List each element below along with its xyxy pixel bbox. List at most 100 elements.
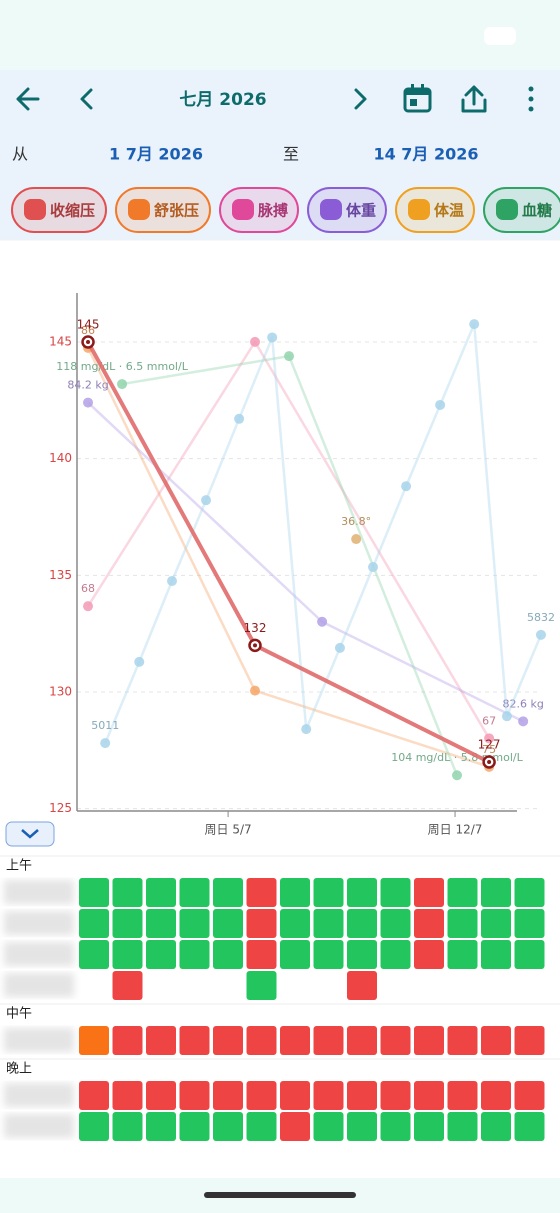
dose-cell[interactable] [514, 878, 545, 907]
calendar-button[interactable] [403, 84, 432, 113]
dose-cell[interactable] [380, 1081, 411, 1110]
dose-cell[interactable] [79, 1081, 109, 1110]
dose-cell[interactable] [447, 1112, 478, 1141]
dose-cell[interactable] [112, 909, 143, 938]
dose-cell[interactable] [146, 909, 176, 938]
dose-cell[interactable] [481, 1026, 511, 1055]
dose-cell[interactable] [380, 909, 411, 938]
dose-cell[interactable] [112, 1112, 143, 1141]
dose-cell[interactable] [213, 1026, 243, 1055]
legend-chip[interactable]: 收缩压 [11, 187, 107, 233]
dose-cell[interactable] [347, 1081, 377, 1110]
next-month[interactable] [354, 88, 367, 110]
dose-cell[interactable] [447, 878, 478, 907]
dose-cell[interactable] [414, 1026, 444, 1055]
dose-cell[interactable] [481, 1081, 511, 1110]
dose-cell[interactable] [246, 940, 277, 969]
more-button[interactable] [528, 86, 534, 112]
dose-cell[interactable] [414, 1081, 444, 1110]
dose-cell[interactable] [514, 1026, 545, 1055]
dose-cell[interactable] [280, 878, 310, 907]
dose-cell[interactable] [347, 971, 377, 1000]
dose-cell[interactable] [79, 1026, 109, 1055]
legend-chip[interactable]: 舒张压 [115, 187, 211, 233]
prev-month[interactable] [80, 88, 93, 110]
dose-cell[interactable] [280, 1081, 310, 1110]
collapse-button[interactable] [5, 821, 55, 847]
dose-cell[interactable] [414, 909, 444, 938]
dose-cell[interactable] [447, 1081, 478, 1110]
dose-cell[interactable] [146, 1081, 176, 1110]
dose-cell[interactable] [514, 1112, 545, 1141]
dose-cell[interactable] [213, 878, 243, 907]
dose-cell[interactable] [280, 909, 310, 938]
dose-cell[interactable] [179, 909, 210, 938]
dose-cell[interactable] [414, 1112, 444, 1141]
dose-cell[interactable] [447, 940, 478, 969]
dose-cell[interactable] [112, 1026, 143, 1055]
dose-cell[interactable] [481, 1112, 511, 1141]
dose-cell[interactable] [280, 940, 310, 969]
back-button[interactable] [16, 87, 40, 111]
dose-cell[interactable] [179, 878, 210, 907]
dose-cell[interactable] [447, 1026, 478, 1055]
dose-cell[interactable] [347, 1026, 377, 1055]
dose-cell[interactable] [380, 1026, 411, 1055]
dose-cell[interactable] [414, 878, 444, 907]
dose-cell[interactable] [313, 1112, 344, 1141]
dose-cell[interactable] [347, 909, 377, 938]
dose-cell[interactable] [112, 878, 143, 907]
dose-cell[interactable] [146, 940, 176, 969]
dose-cell[interactable] [313, 1026, 344, 1055]
dose-cell[interactable] [280, 1112, 310, 1141]
dose-cell[interactable] [179, 1026, 210, 1055]
dose-cell[interactable] [447, 909, 478, 938]
dose-cell[interactable] [313, 1081, 344, 1110]
dose-cell[interactable] [112, 971, 143, 1000]
legend-chip[interactable]: 体温 [395, 187, 475, 233]
dose-cell[interactable] [179, 1081, 210, 1110]
dose-cell[interactable] [246, 1081, 277, 1110]
dose-cell[interactable] [481, 909, 511, 938]
dose-cell[interactable] [146, 878, 176, 907]
dose-cell[interactable] [380, 1112, 411, 1141]
dose-cell[interactable] [112, 1081, 143, 1110]
share-button[interactable] [461, 85, 487, 113]
dose-cell[interactable] [213, 1081, 243, 1110]
dose-cell[interactable] [246, 1026, 277, 1055]
dose-cell[interactable] [112, 940, 143, 969]
dose-cell[interactable] [146, 1112, 176, 1141]
dose-cell[interactable] [79, 909, 109, 938]
dose-cell[interactable] [414, 940, 444, 969]
dose-cell[interactable] [514, 1081, 545, 1110]
dose-cell[interactable] [179, 1112, 210, 1141]
dose-cell[interactable] [514, 940, 545, 969]
legend-chip[interactable]: 脉搏 [219, 187, 299, 233]
dose-cell[interactable] [280, 1026, 310, 1055]
to-date[interactable]: 14 7月 2026 [373, 145, 478, 164]
dose-cell[interactable] [380, 878, 411, 907]
dose-cell[interactable] [79, 940, 109, 969]
dose-cell[interactable] [347, 1112, 377, 1141]
dose-cell[interactable] [347, 940, 377, 969]
dose-cell[interactable] [380, 940, 411, 969]
dose-cell[interactable] [313, 940, 344, 969]
dose-cell[interactable] [146, 1026, 176, 1055]
dose-cell[interactable] [213, 909, 243, 938]
dose-cell[interactable] [79, 878, 109, 907]
dose-cell[interactable] [246, 878, 277, 907]
legend-chip[interactable]: 体重 [307, 187, 387, 233]
dose-cell[interactable] [347, 878, 377, 907]
dose-cell[interactable] [179, 940, 210, 969]
dose-cell[interactable] [79, 1112, 109, 1141]
dose-cell[interactable] [481, 878, 511, 907]
dose-cell[interactable] [481, 940, 511, 969]
dose-cell[interactable] [246, 971, 277, 1000]
from-date[interactable]: 1 7月 2026 [109, 145, 203, 164]
dose-cell[interactable] [213, 940, 243, 969]
dose-cell[interactable] [514, 909, 545, 938]
legend-chip[interactable]: 血糖 [483, 187, 560, 233]
dose-cell[interactable] [213, 1112, 243, 1141]
dose-cell[interactable] [246, 1112, 277, 1141]
dose-cell[interactable] [246, 909, 277, 938]
